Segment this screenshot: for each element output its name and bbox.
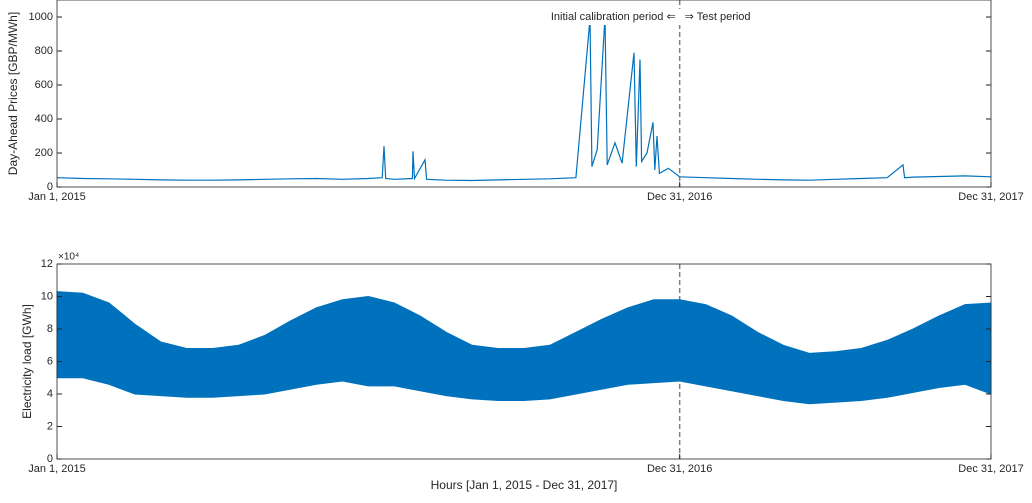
x-tick-label: Dec 31, 2016 (647, 191, 712, 203)
x-tick-label: Dec 31, 2017 (958, 463, 1023, 475)
y-tick-label: 6 (47, 355, 53, 367)
y-axis-label: Day-Ahead Prices [GBP/MWh] (6, 12, 20, 175)
y-tick-label: 10 (41, 290, 53, 302)
x-axis-label: Hours [Jan 1, 2015 - Dec 31, 2017] (431, 478, 618, 492)
y-tick-label: 400 (35, 113, 53, 125)
x-tick-label: Jan 1, 2015 (28, 191, 86, 203)
y-tick-label: 4 (47, 388, 53, 400)
plot-frame (56, 0, 992, 188)
x-tick-label: Dec 31, 2017 (958, 191, 1023, 203)
y-tick-label: 600 (35, 79, 53, 91)
annotation-bg (529, 9, 770, 25)
x-tick-label: Dec 31, 2016 (647, 463, 712, 475)
y-multiplier: ×10⁴ (58, 252, 79, 263)
annotation: Initial calibration period ⇐ (551, 11, 676, 23)
y-tick-label: 8 (47, 323, 53, 335)
y-axis-label: Electricity load [GWh] (20, 304, 34, 419)
load-band (56, 291, 992, 405)
y-tick-label: 800 (35, 45, 53, 57)
y-tick-label: 0 (47, 181, 53, 193)
annotation: ⇒ Test period (685, 11, 751, 23)
y-tick-label: 2 (47, 420, 53, 432)
y-tick-label: 1000 (29, 11, 53, 23)
x-tick-label: Jan 1, 2015 (28, 463, 86, 475)
y-tick-label: 200 (35, 147, 53, 159)
price-line (56, 16, 992, 182)
y-tick-label: 12 (41, 258, 53, 270)
y-tick-label: 0 (47, 453, 53, 465)
